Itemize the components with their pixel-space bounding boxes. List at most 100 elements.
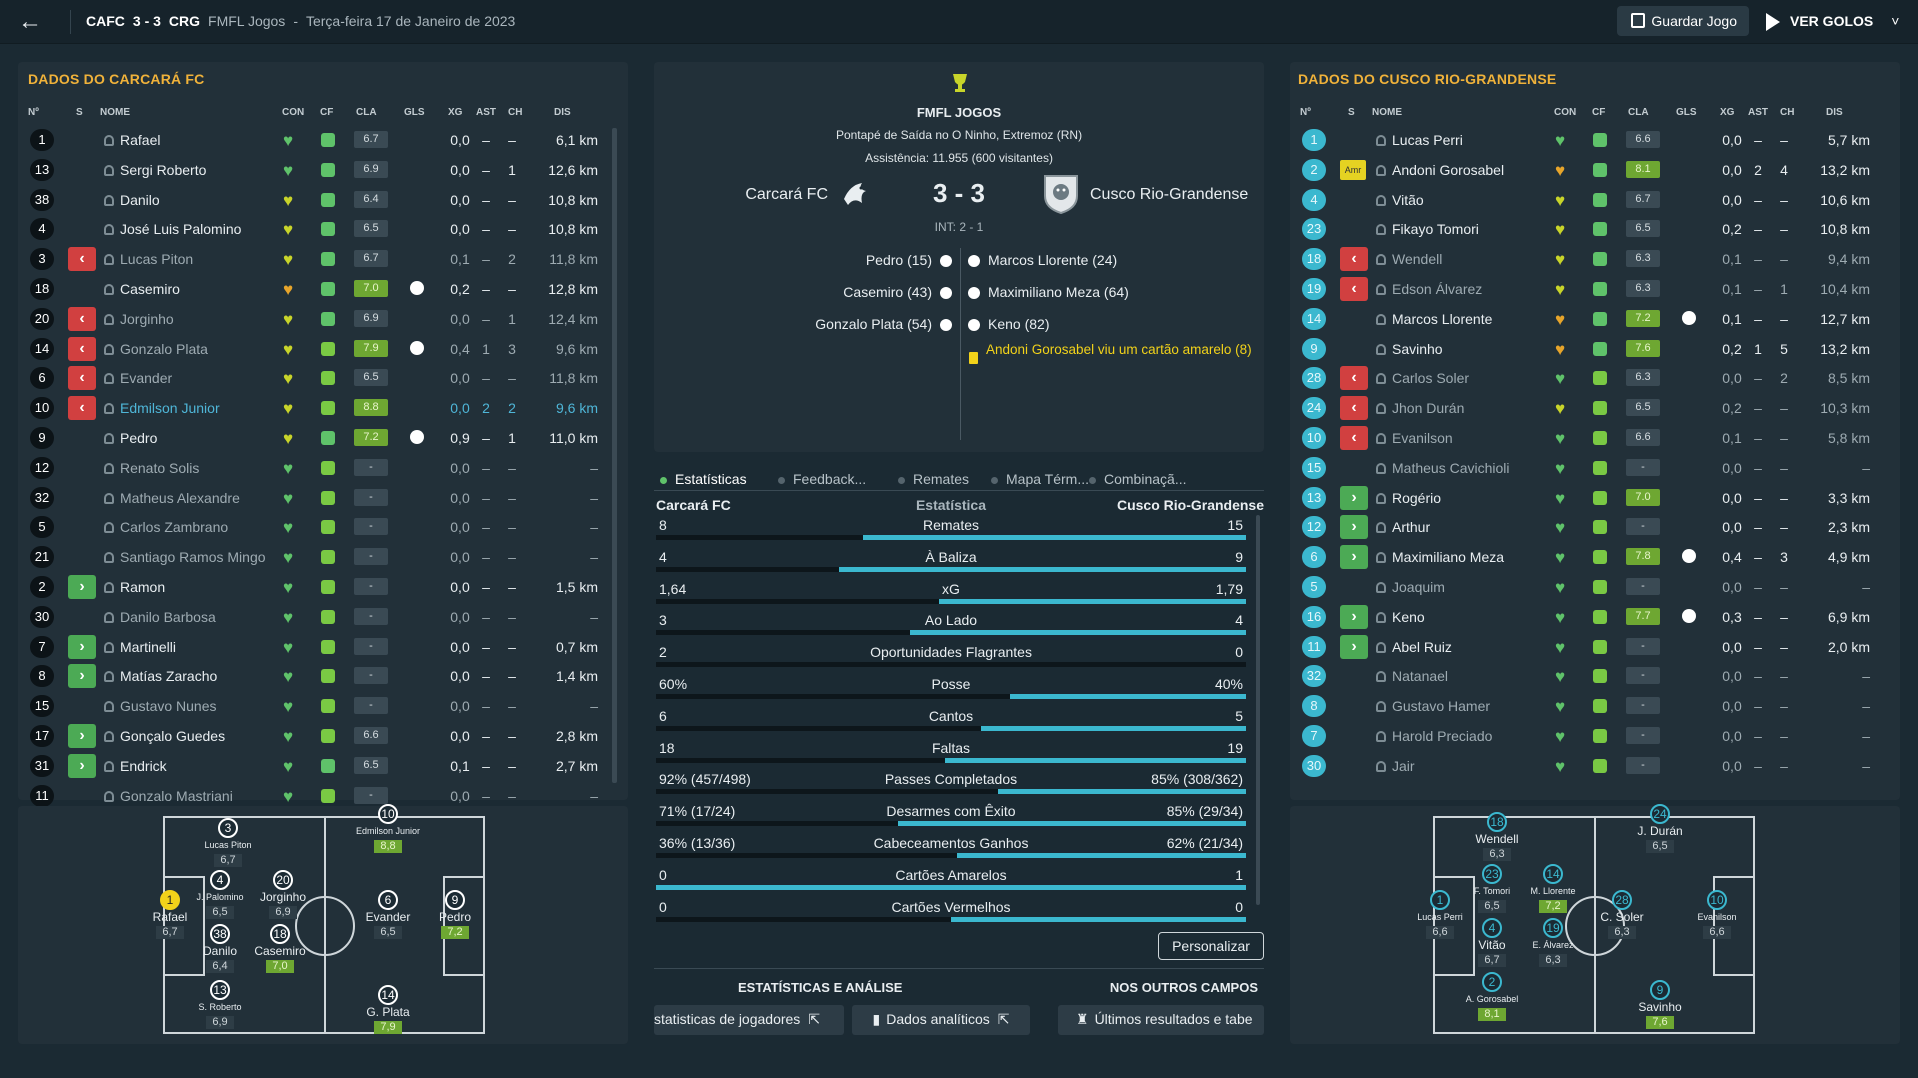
player-row[interactable]: 9 Savinho ♥ 7.6 0,2 1 5 13,2 km [1290,335,1880,363]
player-row[interactable]: 19 ‹ Edson Álvarez ♥ 6.3 0,1– 1 10,4 km [1290,275,1880,303]
player-name[interactable]: Ramon [120,579,166,595]
lineup-player[interactable]: 28 C. Soler 6,3 [1582,890,1662,939]
lineup-player[interactable]: 4 Vitão 6,7 [1452,918,1532,967]
column-header-nome[interactable]: NOME [100,107,130,118]
player-name[interactable]: Marcos Llorente [1392,310,1493,327]
player-name[interactable]: Andoni Gorosabel [1392,161,1505,178]
column-header-xg[interactable]: XG [1720,107,1735,118]
column-header-ast[interactable]: AST [476,107,496,118]
player-name[interactable]: Lucas Piton [120,251,194,268]
lineup-player[interactable]: 18 Casemiro 7,0 [240,924,320,973]
player-row[interactable]: 23 Fikayo Tomori ♥ 6.5 0,2– –10,8 km [1290,215,1880,243]
lineup-player[interactable]: 20 Jorginho 6,9 [243,870,323,919]
player-row[interactable]: 18 Casemiro ♥ 7.0 0,2– –12,8 km [18,275,608,303]
lineup-player[interactable]: 23 F. Tomori 6,5 [1452,864,1532,913]
player-row[interactable]: 38 Danilo ♥ 6.4 0,0– –10,8 km [18,186,608,214]
player-name[interactable]: Matheus Cavichioli [1392,459,1510,476]
lineup-player[interactable]: 6 Evander 6,5 [348,890,428,939]
player-row[interactable]: 2 › Ramon ♥ -0,0– –1,5 km [18,573,608,601]
player-name[interactable]: Pedro [120,430,158,446]
player-row[interactable]: 5 Joaquim ♥ -0,0– – – [1290,573,1880,601]
player-row[interactable]: 1 Rafael ♥ 6.7 0,0– –6,1 km [18,126,608,154]
player-name[interactable]: Endrick [120,757,167,774]
column-header-nome[interactable]: NOME [1372,107,1402,118]
player-name[interactable]: Jorginho [120,310,174,327]
player-row[interactable]: 13 › Rogério ♥ 7.0 0,0– –3,3 km [1290,484,1880,512]
player-name[interactable]: Gonzalo Plata [120,340,208,357]
lineup-player[interactable]: 38 Danilo 6,4 [180,924,260,973]
view-goals-button[interactable]: VER GOLOS ˅ [1766,6,1906,36]
player-row[interactable]: 32 Natanael ♥ -0,0– – – [1290,662,1880,690]
player-name[interactable]: Gustavo Hamer [1392,698,1491,715]
column-header-s[interactable]: S [1348,107,1355,118]
player-row[interactable]: 12 Renato Solis ♥ -0,0– – – [18,454,608,482]
player-name[interactable]: Evander [120,370,173,387]
player-row[interactable]: 14 Marcos Llorente ♥ 7.2 0,1– –12,7 km [1290,305,1880,333]
column-header-con[interactable]: CON [282,107,305,118]
player-name[interactable]: Fikayo Tomori [1392,221,1479,238]
player-name[interactable]: Joaquim [1392,579,1445,595]
lineup-player[interactable]: 24 J. Durán 6,5 [1620,804,1700,853]
column-header-n[interactable]: Nº [1300,107,1311,118]
player-row[interactable]: 1 Lucas Perri ♥ 6.6 0,0– –5,7 km [1290,126,1880,154]
player-name[interactable]: Renato Solis [120,459,200,476]
column-header-gls[interactable]: GLS [1676,107,1697,118]
player-name[interactable]: Gustavo Nunes [120,698,217,715]
stats-tab[interactable]: Feedback... [778,471,866,487]
home-list-scrollbar[interactable] [612,128,617,783]
stats-tab[interactable]: Combinaçã... [1089,471,1186,487]
lineup-player[interactable]: 1 Rafael 6,7 [130,890,210,939]
player-row[interactable]: 12 › Arthur ♥ -0,0– –2,3 km [1290,513,1880,541]
lineup-player[interactable]: 4 J. Palomino 6,5 [180,870,260,919]
column-header-xg[interactable]: XG [448,107,463,118]
column-header-cla[interactable]: CLA [1628,107,1649,118]
player-name[interactable]: Edmilson Junior [120,400,220,417]
player-name[interactable]: Jhon Durán [1392,400,1465,417]
lineup-player[interactable]: 14 M. Llorente 7,2 [1513,864,1593,913]
player-name[interactable]: Edson Álvarez [1392,281,1483,297]
latest-results-button[interactable]: ♜ Últimos resultados e tabe [1058,1005,1264,1035]
lineup-player[interactable]: 10 Evanilson 6,6 [1677,890,1757,939]
lineup-player[interactable]: 13 S. Roberto 6,9 [180,980,260,1029]
player-name[interactable]: Matheus Alexandre [120,489,240,506]
player-name[interactable]: Maximiliano Meza [1392,549,1505,566]
column-header-dis[interactable]: DIS [554,107,571,118]
player-row[interactable]: 31 › Endrick ♥ 6.5 0,1– –2,7 km [18,752,608,780]
player-row[interactable]: 15 Matheus Cavichioli ♥ -0,0– – – [1290,454,1880,482]
player-stats-button[interactable]: statisticas de jogadores ⇱ [654,1005,844,1035]
player-name[interactable]: Arthur [1392,519,1431,536]
player-row[interactable]: 21 Santiago Ramos Mingo ♥ -0,0– – – [18,543,608,571]
player-name[interactable]: Danilo [120,191,160,208]
player-row[interactable]: 5 Carlos Zambrano ♥ -0,0– – – [18,513,608,541]
player-name[interactable]: Evanilson [1392,430,1453,446]
player-row[interactable]: 13 Sergi Roberto ♥ 6.9 0,0– 1 12,6 km [18,156,608,184]
player-row[interactable]: 24 ‹ Jhon Durán ♥ 6.5 0,2– –10,3 km [1290,394,1880,422]
player-name[interactable]: Danilo Barbosa [120,608,216,625]
player-row[interactable]: 2 Amr Andoni Gorosabel ♥ 8.1 0,0 2 4 13,2 km [1290,156,1880,184]
player-name[interactable]: Casemiro [120,281,180,297]
column-header-ch[interactable]: CH [508,107,523,118]
stats-scrollbar[interactable] [1256,515,1260,905]
customize-button[interactable]: Personalizar [1158,932,1264,960]
lineup-player[interactable]: 14 G. Plata 7,9 [348,985,428,1034]
player-name[interactable]: Keno [1392,608,1425,625]
player-row[interactable]: 8 Gustavo Hamer ♥ -0,0– – – [1290,692,1880,720]
player-name[interactable]: Natanael [1392,668,1449,685]
player-row[interactable]: 6 › Maximiliano Meza ♥ 7.8 0,4– 3 4,9 km [1290,543,1880,571]
player-row[interactable]: 32 Matheus Alexandre ♥ -0,0– – – [18,484,608,512]
lineup-player[interactable]: 10 Edmilson Junior 8,8 [348,804,428,853]
player-row[interactable]: 15 Gustavo Nunes ♥ -0,0– – – [18,692,608,720]
player-name[interactable]: Sergi Roberto [120,161,207,178]
player-name[interactable]: Santiago Ramos Mingo [120,549,266,566]
player-row[interactable]: 17 › Gonçalo Guedes ♥ 6.6 0,0– –2,8 km [18,722,608,750]
player-row[interactable]: 11 Gonzalo Mastriani ♥ -0,0– – – [18,782,608,810]
player-name[interactable]: Harold Preciado [1392,728,1493,744]
stats-tab[interactable]: Mapa Térm... [991,471,1089,487]
player-name[interactable]: Carlos Soler [1392,370,1470,387]
lineup-player[interactable]: 18 Wendell 6,3 [1457,812,1537,861]
player-row[interactable]: 7 Harold Preciado ♥ -0,0– – – [1290,722,1880,750]
player-row[interactable]: 14 ‹ Gonzalo Plata ♥ 7.9 0,4 1 3 9,6 km [18,335,608,363]
player-row[interactable]: 4 José Luis Palomino ♥ 6.5 0,0– –10,8 km [18,215,608,243]
player-name[interactable]: Martinelli [120,638,177,655]
player-row[interactable]: 20 ‹ Jorginho ♥ 6.9 0,0– 1 12,4 km [18,305,608,333]
